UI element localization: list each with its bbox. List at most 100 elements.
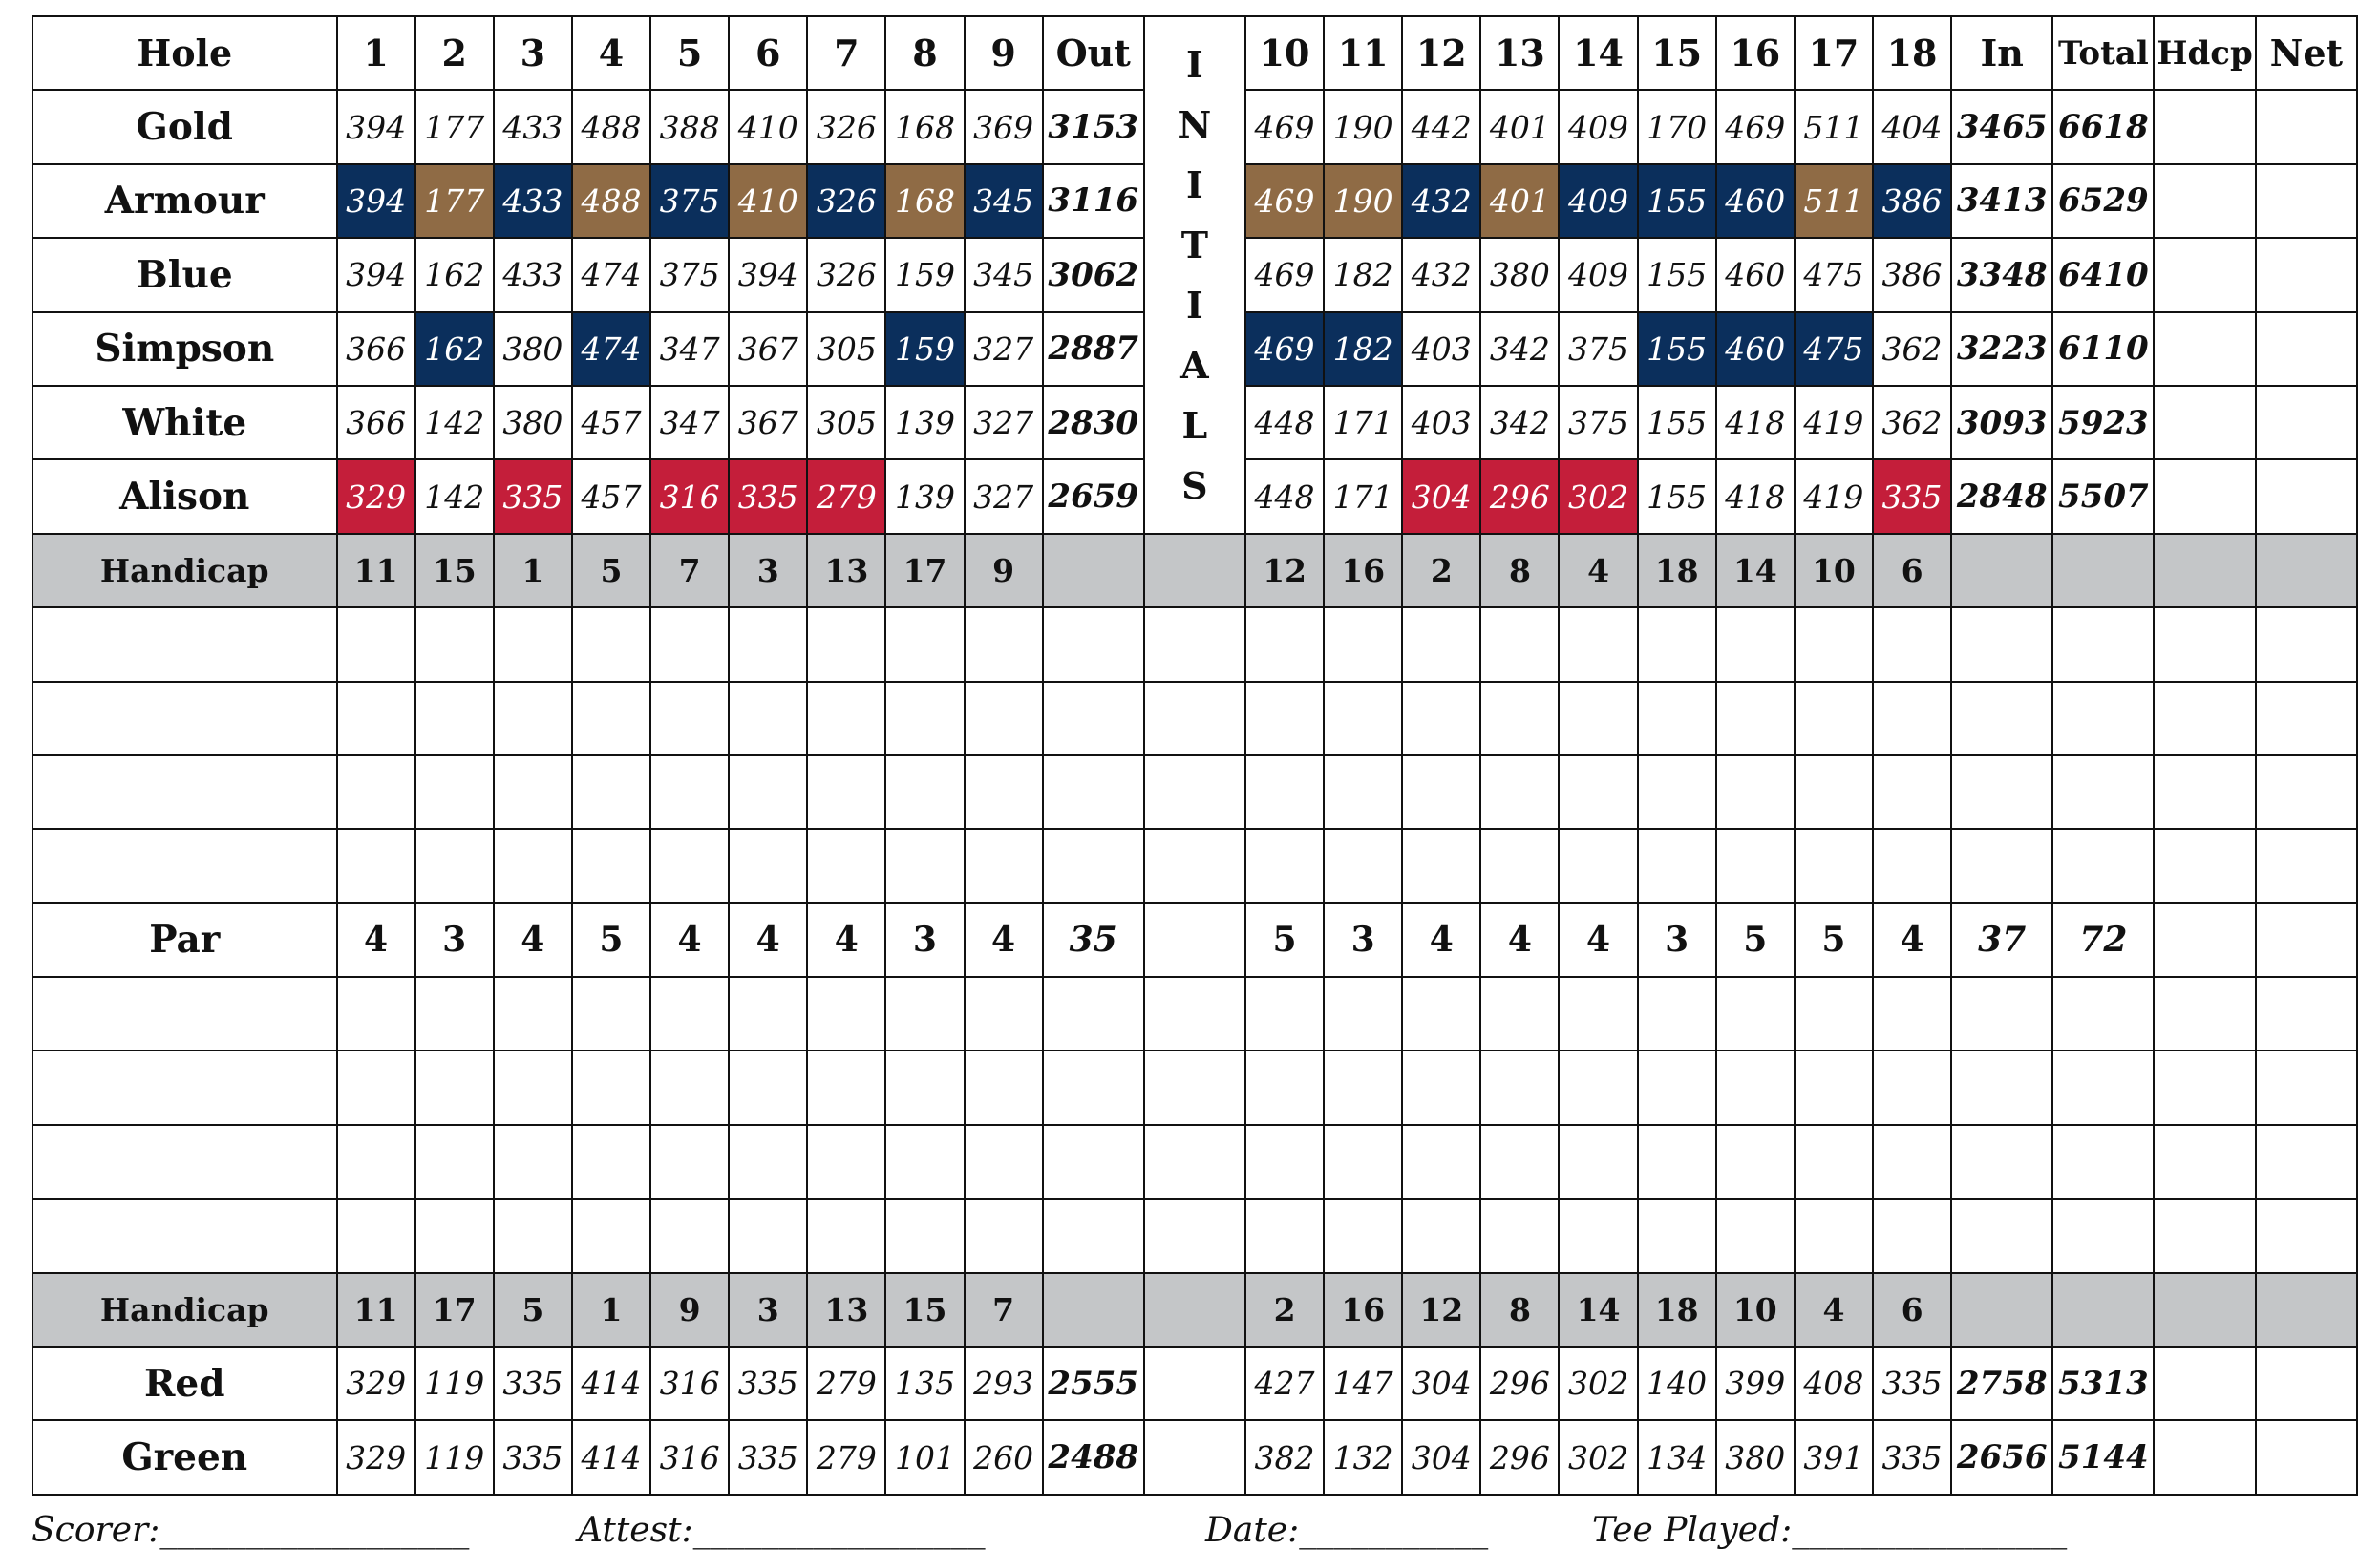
score-cell[interactable] xyxy=(414,680,495,756)
score-cell[interactable] xyxy=(728,828,809,904)
score-cell[interactable] xyxy=(492,1198,573,1274)
score-cell[interactable] xyxy=(2153,680,2257,756)
net-cell[interactable] xyxy=(2254,89,2359,165)
score-cell[interactable] xyxy=(1041,606,1145,683)
score-cell[interactable] xyxy=(806,828,887,904)
score-cell[interactable] xyxy=(1950,1198,2054,1274)
score-cell[interactable] xyxy=(1142,976,1246,1052)
score-cell[interactable] xyxy=(1636,1050,1717,1126)
score-cell[interactable] xyxy=(728,1050,809,1126)
score-cell[interactable] xyxy=(335,976,416,1052)
score-cell[interactable] xyxy=(570,1198,652,1274)
score-cell[interactable] xyxy=(1558,680,1639,756)
hdcp-cell[interactable] xyxy=(2153,89,2257,165)
score-cell[interactable] xyxy=(1950,828,2054,904)
score-cell[interactable] xyxy=(1243,754,1326,831)
score-cell[interactable] xyxy=(335,680,416,756)
score-cell[interactable] xyxy=(492,606,573,683)
score-cell[interactable] xyxy=(570,1123,652,1200)
score-cell[interactable] xyxy=(884,606,966,683)
score-cell[interactable] xyxy=(728,680,809,756)
score-cell[interactable] xyxy=(1871,976,1953,1052)
score-cell[interactable] xyxy=(1243,1198,1326,1274)
score-cell[interactable] xyxy=(1323,1198,1404,1274)
score-cell[interactable] xyxy=(1636,680,1717,756)
score-cell[interactable] xyxy=(1243,1050,1326,1126)
score-cell[interactable] xyxy=(2051,1123,2156,1200)
score-cell[interactable] xyxy=(570,1050,652,1126)
score-cell[interactable] xyxy=(1558,754,1639,831)
score-cell[interactable] xyxy=(2254,754,2359,831)
score-cell[interactable] xyxy=(1558,976,1639,1052)
score-cell[interactable] xyxy=(649,1198,731,1274)
score-cell[interactable] xyxy=(1142,606,1246,683)
score-cell[interactable] xyxy=(335,1123,416,1200)
score-cell[interactable] xyxy=(649,1123,731,1200)
score-cell[interactable] xyxy=(1636,754,1717,831)
score-cell[interactable] xyxy=(963,754,1044,831)
score-cell[interactable] xyxy=(649,754,731,831)
net-cell[interactable] xyxy=(2254,162,2359,240)
score-cell[interactable] xyxy=(570,680,652,756)
score-cell[interactable] xyxy=(1871,606,1953,683)
score-cell[interactable] xyxy=(2051,1050,2156,1126)
score-cell[interactable] xyxy=(1793,680,1874,756)
score-cell[interactable] xyxy=(1323,976,1404,1052)
score-cell[interactable] xyxy=(1041,754,1145,831)
score-cell[interactable] xyxy=(335,828,416,904)
date-field[interactable]: Date:___________ xyxy=(1205,1511,1489,1550)
score-cell[interactable] xyxy=(2051,680,2156,756)
initials-cell[interactable] xyxy=(1142,902,1246,979)
attest-field[interactable]: Attest:_________________ xyxy=(578,1511,986,1550)
score-cell[interactable] xyxy=(1793,1123,1874,1200)
score-cell[interactable] xyxy=(1041,1198,1145,1274)
score-cell[interactable] xyxy=(1950,754,2054,831)
score-cell[interactable] xyxy=(1323,680,1404,756)
score-cell[interactable] xyxy=(806,1198,887,1274)
score-cell[interactable] xyxy=(1950,1050,2054,1126)
score-cell[interactable] xyxy=(1793,1050,1874,1126)
score-cell[interactable] xyxy=(1401,828,1482,904)
score-cell[interactable] xyxy=(1142,1198,1246,1274)
score-cell[interactable] xyxy=(963,976,1044,1052)
score-cell[interactable] xyxy=(1793,754,1874,831)
score-cell[interactable] xyxy=(414,828,495,904)
score-cell[interactable] xyxy=(884,828,966,904)
score-cell[interactable] xyxy=(492,680,573,756)
score-cell[interactable] xyxy=(1479,1050,1561,1126)
score-cell[interactable] xyxy=(335,754,416,831)
hdcp-cell[interactable] xyxy=(2153,384,2257,461)
score-cell[interactable] xyxy=(1323,1050,1404,1126)
score-cell[interactable] xyxy=(2051,754,2156,831)
score-cell[interactable] xyxy=(2254,976,2359,1052)
score-cell[interactable] xyxy=(1401,680,1482,756)
score-cell[interactable] xyxy=(649,976,731,1052)
score-cell[interactable] xyxy=(1142,680,1246,756)
score-cell[interactable] xyxy=(414,1123,495,1200)
hdcp-cell[interactable] xyxy=(2153,162,2257,240)
score-cell[interactable] xyxy=(2153,606,2257,683)
player-name-cell[interactable] xyxy=(32,976,338,1052)
net-cell[interactable] xyxy=(2254,237,2359,313)
score-cell[interactable] xyxy=(1479,606,1561,683)
score-cell[interactable] xyxy=(1636,1198,1717,1274)
score-cell[interactable] xyxy=(492,1050,573,1126)
score-cell[interactable] xyxy=(728,1123,809,1200)
score-cell[interactable] xyxy=(492,1123,573,1200)
player-name-cell[interactable] xyxy=(32,1123,338,1200)
tee-played-field[interactable]: Tee Played:________________ xyxy=(1592,1511,2068,1550)
score-cell[interactable] xyxy=(414,754,495,831)
net-cell[interactable] xyxy=(2254,1346,2359,1422)
score-cell[interactable] xyxy=(414,976,495,1052)
score-cell[interactable] xyxy=(1636,828,1717,904)
score-cell[interactable] xyxy=(1243,606,1326,683)
score-cell[interactable] xyxy=(1323,1123,1404,1200)
score-cell[interactable] xyxy=(1871,680,1953,756)
score-cell[interactable] xyxy=(2051,828,2156,904)
score-cell[interactable] xyxy=(1142,828,1246,904)
score-cell[interactable] xyxy=(2254,1198,2359,1274)
score-cell[interactable] xyxy=(649,828,731,904)
score-cell[interactable] xyxy=(414,606,495,683)
score-cell[interactable] xyxy=(2051,1198,2156,1274)
score-cell[interactable] xyxy=(1243,680,1326,756)
